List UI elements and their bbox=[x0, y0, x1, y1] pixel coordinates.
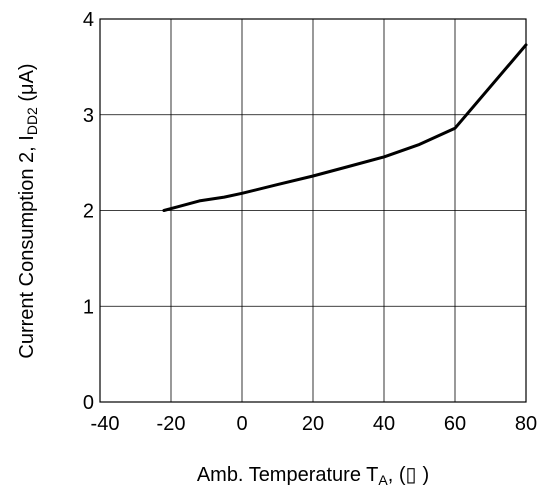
y-axis-title-main: Current Consumption 2, I bbox=[16, 135, 38, 358]
y-axis-title: Current Consumption 2, IDD2 (μA) bbox=[16, 63, 40, 358]
x-tick-label: 40 bbox=[373, 413, 395, 435]
y-axis-title-sub: DD2 bbox=[24, 107, 40, 135]
y-tick-labels: 0 1 2 3 4 bbox=[83, 9, 94, 414]
x-tick-label: -40 bbox=[91, 413, 120, 435]
y-tick-label: 2 bbox=[83, 201, 94, 223]
x-tick-label: 20 bbox=[302, 413, 324, 435]
y-tick-label: 4 bbox=[83, 9, 94, 31]
series-line bbox=[162, 43, 528, 212]
x-axis-unit-glyph: ▯ bbox=[406, 464, 417, 486]
y-axis-title-unit: (μA) bbox=[16, 63, 38, 107]
x-tick-label: -20 bbox=[157, 413, 186, 435]
y-tick-label: 1 bbox=[83, 296, 94, 318]
x-tick-labels: -40 -20 0 20 40 60 80 bbox=[91, 413, 538, 435]
y-tick-label: 3 bbox=[83, 105, 94, 127]
x-axis-title-close: ) bbox=[423, 464, 430, 486]
plot-frame bbox=[99, 18, 527, 403]
x-axis-title: Amb. Temperature TA, (▯) bbox=[197, 464, 429, 488]
x-axis-title-sub: A bbox=[378, 472, 388, 488]
series-layer bbox=[162, 43, 528, 212]
x-tick-label: 60 bbox=[444, 413, 466, 435]
x-axis-title-main: Amb. Temperature T bbox=[197, 464, 379, 486]
y-tick-label: 0 bbox=[83, 392, 94, 414]
x-axis-title-suffix: , ( bbox=[388, 464, 406, 486]
x-tick-label: 0 bbox=[236, 413, 247, 435]
x-tick-label: 80 bbox=[515, 413, 537, 435]
grid bbox=[100, 19, 526, 402]
